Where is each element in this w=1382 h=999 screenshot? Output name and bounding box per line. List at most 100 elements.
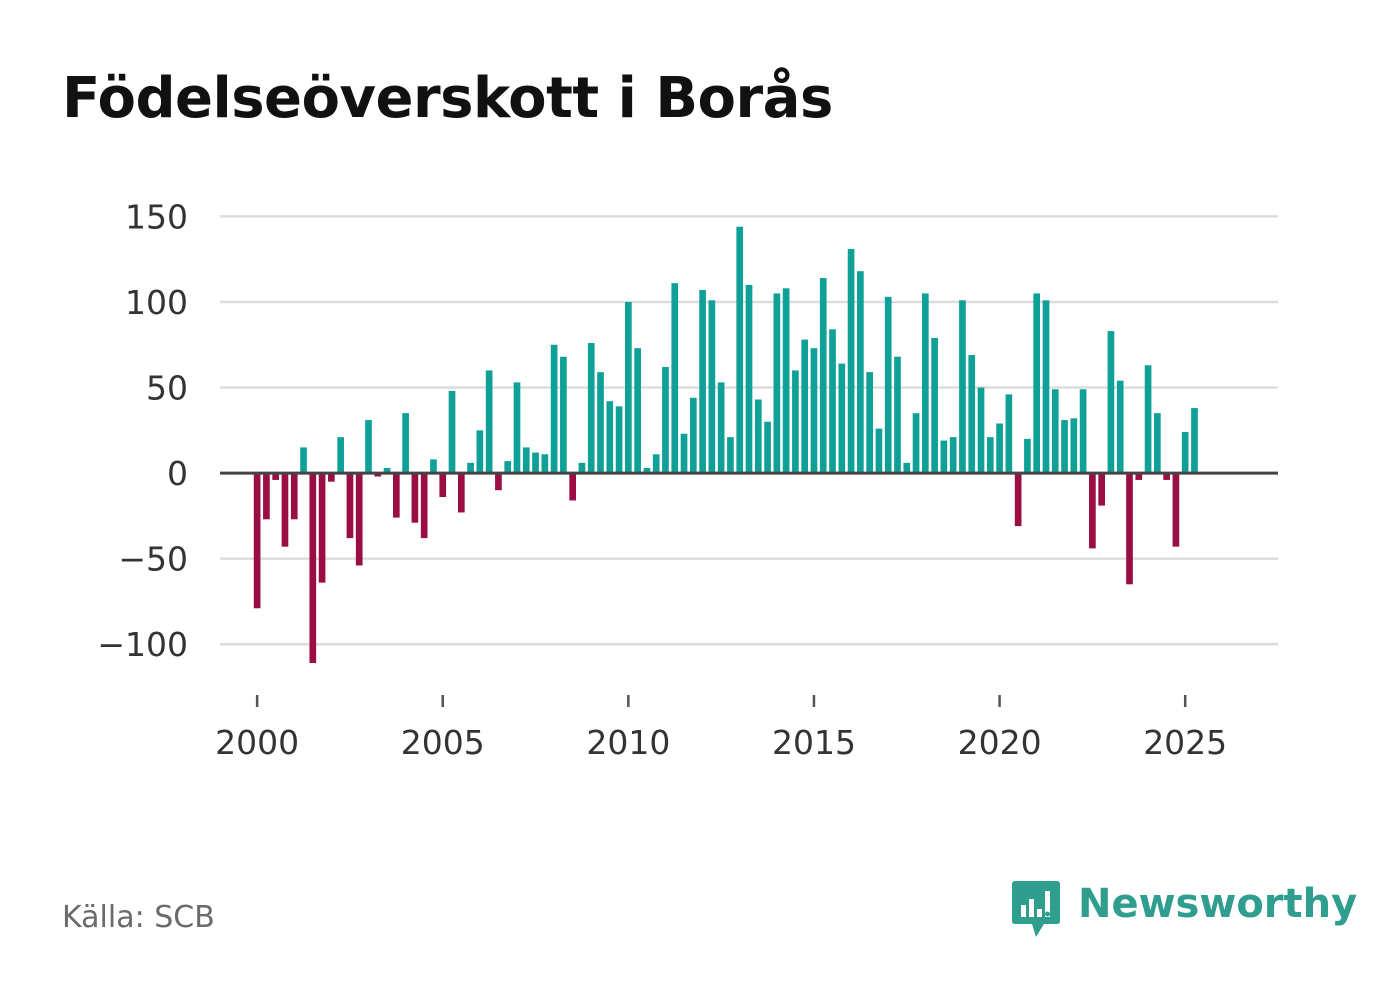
- bar-positive: [383, 467, 391, 474]
- bar-negative: [346, 473, 354, 539]
- bar-positive: [912, 413, 920, 474]
- bar-positive: [634, 348, 641, 474]
- bar-positive: [300, 447, 307, 474]
- bars: [253, 226, 1198, 664]
- y-tick-label: −100: [97, 625, 188, 664]
- bar-positive: [1116, 380, 1124, 474]
- bar-positive: [782, 288, 790, 474]
- x-axis: 2000 2005 2010 2015 2020 2025: [215, 695, 1227, 762]
- x-tick-label: 2015: [772, 723, 856, 762]
- bar-negative: [457, 473, 465, 513]
- x-tick-label: 2010: [586, 723, 670, 762]
- bar-positive: [977, 387, 985, 474]
- bar-positive: [485, 370, 493, 474]
- bar-positive: [680, 433, 688, 474]
- bar-positive: [1070, 418, 1078, 474]
- bar-positive: [754, 399, 762, 474]
- bar-negative: [263, 473, 270, 520]
- bar-positive: [615, 406, 623, 474]
- bar-negative: [328, 473, 335, 482]
- chart-title: Födelseöverskott i Borås: [62, 66, 833, 131]
- bar-positive: [1107, 331, 1115, 474]
- bar-positive: [467, 462, 474, 474]
- bar-positive: [671, 283, 679, 474]
- bar-positive: [727, 437, 734, 474]
- y-tick-label: 50: [146, 369, 188, 408]
- bar-positive: [522, 447, 530, 474]
- bar-positive: [1191, 408, 1198, 474]
- bar-positive: [801, 339, 809, 474]
- bar-negative: [420, 473, 428, 539]
- bar-positive: [597, 372, 604, 474]
- bar-positive: [606, 401, 614, 474]
- bar-negative: [309, 473, 317, 664]
- bar-negative: [253, 473, 261, 609]
- bar-chart: 150 100 50 0 −50 −100 2000 2005 2010 2015 2020 202…: [97, 197, 1278, 762]
- x-tick-label: 2020: [958, 723, 1042, 762]
- bar-positive: [448, 390, 456, 474]
- bar-negative: [272, 473, 280, 480]
- bar-positive: [708, 300, 716, 474]
- bar-positive: [1061, 420, 1068, 474]
- bar-negative: [1172, 473, 1180, 547]
- y-axis-labels: 150 100 50 0 −50 −100: [97, 197, 188, 664]
- x-tick-label: 2005: [401, 723, 485, 762]
- bar-positive: [847, 248, 855, 474]
- bar-positive: [996, 423, 1003, 474]
- y-tick-label: 150: [125, 197, 188, 236]
- bar-negative: [392, 473, 400, 518]
- bar-positive: [1079, 389, 1087, 474]
- bar-positive: [587, 343, 595, 474]
- bar-negative: [1135, 473, 1143, 480]
- bar-negative: [569, 473, 577, 501]
- bar-positive: [810, 348, 818, 474]
- bar-positive: [959, 300, 966, 474]
- bar-positive: [903, 462, 911, 474]
- bar-positive: [689, 397, 697, 474]
- bar-positive: [921, 293, 929, 474]
- bar-negative: [495, 473, 502, 491]
- bar-positive: [1042, 300, 1050, 474]
- bar-positive: [699, 290, 706, 474]
- y-tick-label: −50: [118, 540, 188, 579]
- bar-negative: [1098, 473, 1106, 506]
- bar-positive: [819, 278, 827, 474]
- bar-positive: [736, 226, 744, 474]
- bar-positive: [1154, 413, 1161, 474]
- bar-negative: [439, 473, 447, 498]
- bar-positive: [504, 461, 512, 474]
- bar-positive: [1051, 389, 1059, 474]
- bar-positive: [717, 382, 725, 474]
- newsworthy-logo-icon: [1012, 881, 1060, 937]
- bar-positive: [949, 437, 957, 474]
- bar-positive: [875, 428, 883, 474]
- brand-name: Newsworthy: [1078, 881, 1358, 927]
- bar-positive: [1033, 293, 1041, 474]
- bar-positive: [986, 437, 994, 474]
- bar-positive: [402, 413, 409, 474]
- bar-positive: [764, 421, 771, 474]
- bar-positive: [513, 382, 521, 474]
- bar-positive: [940, 440, 948, 474]
- x-tick-label: 2000: [215, 723, 299, 762]
- bar-positive: [662, 367, 669, 474]
- bar-positive: [365, 420, 372, 474]
- bar-positive: [792, 370, 799, 474]
- bar-positive: [578, 462, 586, 474]
- bar-positive: [773, 293, 781, 474]
- bar-positive: [476, 430, 484, 474]
- bar-negative: [355, 473, 363, 566]
- bar-positive: [931, 337, 938, 474]
- bar-positive: [643, 467, 651, 474]
- bar-negative: [1163, 473, 1170, 480]
- bar-negative: [1014, 473, 1022, 527]
- bar-positive: [430, 459, 437, 474]
- bar-positive: [968, 355, 976, 474]
- y-tick-label: 100: [125, 283, 188, 322]
- bar-positive: [1024, 438, 1031, 474]
- brand-logo[interactable]: Newsworthy: [1010, 878, 1357, 942]
- bar-positive: [866, 372, 873, 474]
- bar-positive: [745, 284, 753, 474]
- bar-negative: [281, 473, 289, 547]
- bar-negative: [374, 473, 382, 477]
